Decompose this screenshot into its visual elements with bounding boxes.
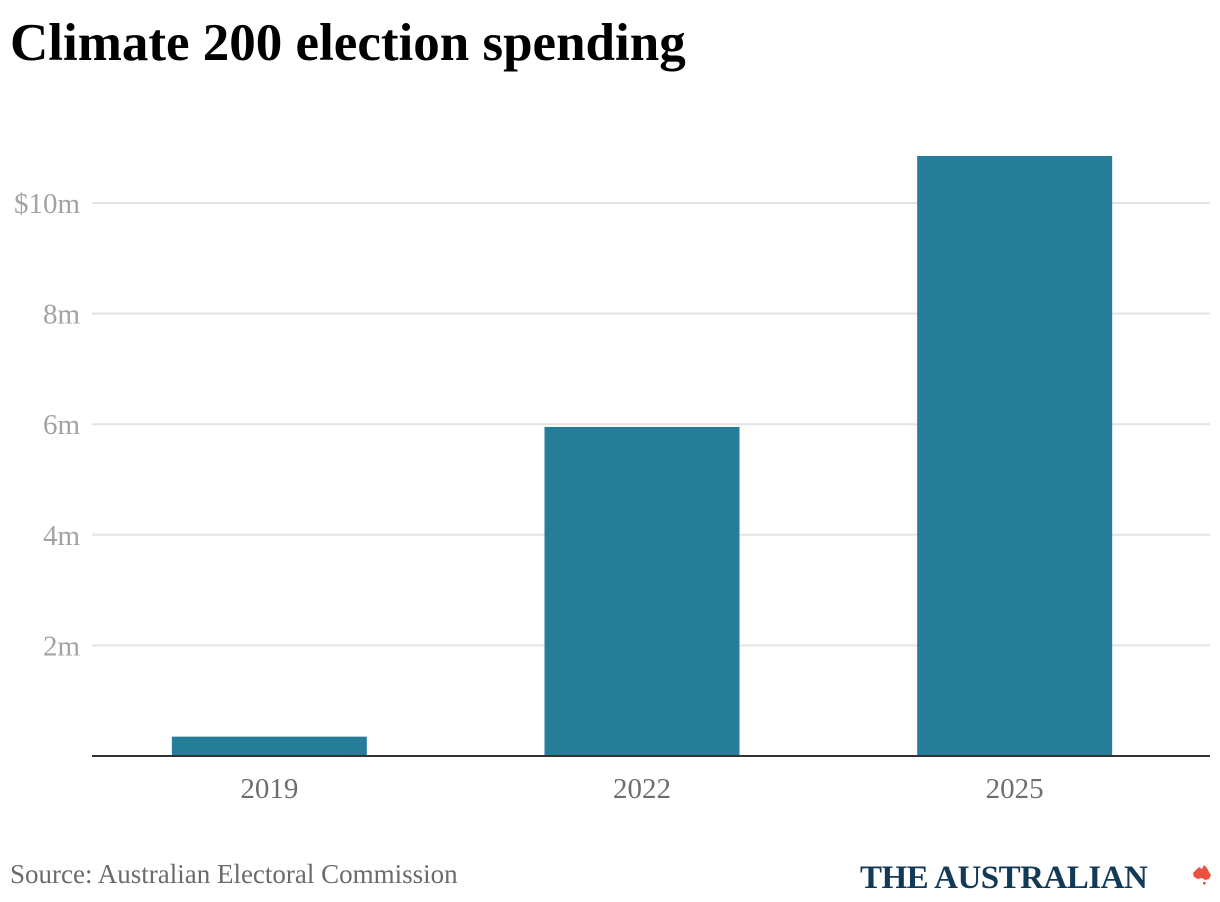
australia-map-icon (1193, 865, 1211, 885)
x-tick-label: 2019 (240, 773, 298, 805)
bar-2019 (171, 736, 367, 756)
publisher-logo: THE AUSTRALIAN (860, 860, 1148, 896)
y-tick-label: 2m (43, 630, 81, 662)
chart-title: Climate 200 election spending (10, 14, 686, 72)
y-tick-label: 4m (43, 520, 81, 552)
y-tick-label: 8m (43, 299, 81, 331)
bar-2025 (917, 155, 1113, 756)
bars (171, 155, 1113, 756)
source-note: Source: Australian Electoral Commission (10, 859, 458, 889)
x-tick-label: 2022 (613, 773, 671, 805)
x-tick-label: 2025 (986, 773, 1044, 805)
y-tick-label: 6m (43, 409, 81, 441)
bar-2022 (544, 426, 740, 756)
y-axis-ticks: 2m 4m 6m 8m $10m (14, 188, 81, 662)
x-axis-ticks: 2019 2022 2025 (240, 773, 1043, 805)
y-tick-label: $10m (14, 188, 81, 220)
